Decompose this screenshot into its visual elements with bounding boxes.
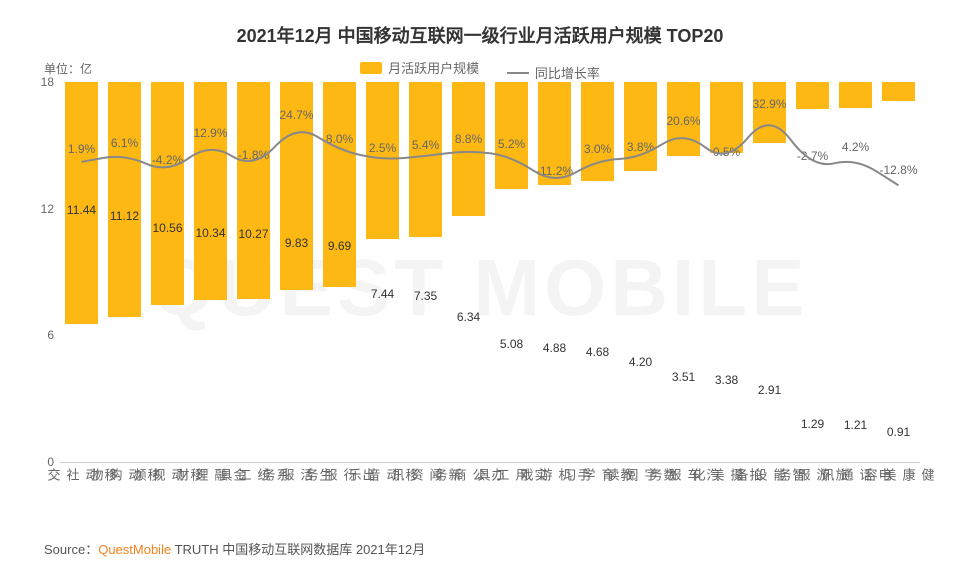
growth-label: 6.1% [99,136,151,150]
bar-value-label: 4.68 [576,345,619,359]
bar-slot: 0.91健康美容-12.8% [877,82,920,462]
bar-slot: 10.34金融理财12.9% [189,82,232,462]
growth-label: -1.8% [228,148,280,162]
y-tick: 12 [30,202,54,216]
growth-label: 3.8% [615,140,667,154]
bar-value-label: 7.44 [361,287,404,301]
bar-slot: 10.56移动视频-4.2% [146,82,189,462]
bar [839,82,872,108]
bar [108,82,141,317]
bar-value-label: 4.88 [533,341,576,355]
bar [194,82,227,300]
source-brand: QuestMobile [98,542,171,557]
bar-value-label: 10.34 [189,226,232,240]
growth-label: -11.2% [529,164,581,178]
source-prefix: Source： [44,542,98,557]
bar [366,82,399,239]
bar [237,82,270,299]
chart-container: QUEST MOBILE 2021年12月 中国移动互联网一级行业月活跃用户规模… [0,0,960,576]
bar-value-label: 9.69 [318,239,361,253]
bar-slot: 5.08实用工具5.2% [490,82,533,462]
bar-value-label: 10.56 [146,221,189,235]
bar [753,82,786,143]
bar-value-label: 1.29 [791,417,834,431]
bar-value-label: 10.27 [232,227,275,241]
bar-value-label: 1.21 [834,418,877,432]
growth-label: 20.6% [658,114,710,128]
bar-value-label: 3.38 [705,373,748,387]
bar [796,82,829,109]
growth-label: -4.2% [142,153,194,167]
bar-value-label: 2.91 [748,383,791,397]
bar-slot: 10.27系统工具-1.8% [232,82,275,462]
bar [710,82,743,153]
source-rest: TRUTH 中国移动互联网数据库 2021年12月 [171,542,425,557]
bar-slot: 4.68教育学习3.0% [576,82,619,462]
bar-value-label: 6.34 [447,310,490,324]
bar-slot: 6.34办公商务8.8% [447,82,490,462]
bar-slot: 9.83生活服务24.7% [275,82,318,462]
source-line: Source：QuestMobile TRUTH 中国移动互联网数据库 2021… [44,539,425,558]
bar-slot: 11.12移动购物6.1% [103,82,146,462]
bar-slot: 4.20数字阅读3.8% [619,82,662,462]
plot-area: 11.44移动社交1.9%11.12移动购物6.1%10.56移动视频-4.2%… [60,82,920,462]
bar-value-label: 11.12 [103,209,146,223]
bars-group: 11.44移动社交1.9%11.12移动购物6.1%10.56移动视频-4.2%… [60,82,920,462]
y-tick: 18 [30,75,54,89]
bar [323,82,356,287]
bar-value-label: 3.51 [662,370,705,384]
bar-slot: 3.51汽车服务20.6% [662,82,705,462]
y-tick: 6 [30,328,54,342]
bar-slot: 1.21电话通讯4.2% [834,82,877,462]
growth-label: 4.2% [830,140,882,154]
bar [452,82,485,216]
growth-label: 24.7% [271,108,323,122]
legend-item-line: 同比增长率 [507,63,600,82]
bar-value-label: 0.91 [877,425,920,439]
growth-label: 12.9% [185,126,237,140]
legend-item-bar: 月活跃用户规模 [360,58,479,77]
growth-label: 0.5% [701,145,753,159]
legend-swatch-bar [360,62,382,74]
bar [495,82,528,189]
bar-slot: 3.38拍摄美化0.5% [705,82,748,462]
bar [882,82,915,101]
bar-slot: 4.88手机游戏-11.2% [533,82,576,462]
bar [409,82,442,237]
legend-line-label: 同比增长率 [535,63,600,82]
bar-value-label: 9.83 [275,236,318,250]
bar-slot: 11.44移动社交1.9% [60,82,103,462]
legend-swatch-line [507,72,529,74]
bar-slot: 7.44移动音乐2.5% [361,82,404,462]
bar-value-label: 7.35 [404,289,447,303]
chart-area: 11.44移动社交1.9%11.12移动购物6.1%10.56移动视频-4.2%… [60,82,920,462]
legend-bar-label: 月活跃用户规模 [388,58,479,77]
growth-label: -12.8% [873,163,925,177]
bar-value-label: 5.08 [490,337,533,351]
growth-label: 5.2% [486,137,538,151]
bar [624,82,657,171]
bar [581,82,614,181]
growth-label: 32.9% [744,97,796,111]
bar [151,82,184,305]
x-label: 健康美容 [861,468,937,483]
bar-value-label: 11.44 [60,203,103,217]
bar-slot: 7.35新闻资讯5.4% [404,82,447,462]
y-tick: 0 [30,455,54,469]
legend: 月活跃用户规模 同比增长率 [0,58,960,82]
chart-title: 2021年12月 中国移动互联网一级行业月活跃用户规模 TOP20 [0,0,960,48]
bar-slot: 1.29旅游服务-2.7% [791,82,834,462]
x-axis-line [60,462,920,463]
bar-slot: 2.91智能设备32.9% [748,82,791,462]
bar-value-label: 4.20 [619,355,662,369]
bar-slot: 9.69出行服务8.0% [318,82,361,462]
